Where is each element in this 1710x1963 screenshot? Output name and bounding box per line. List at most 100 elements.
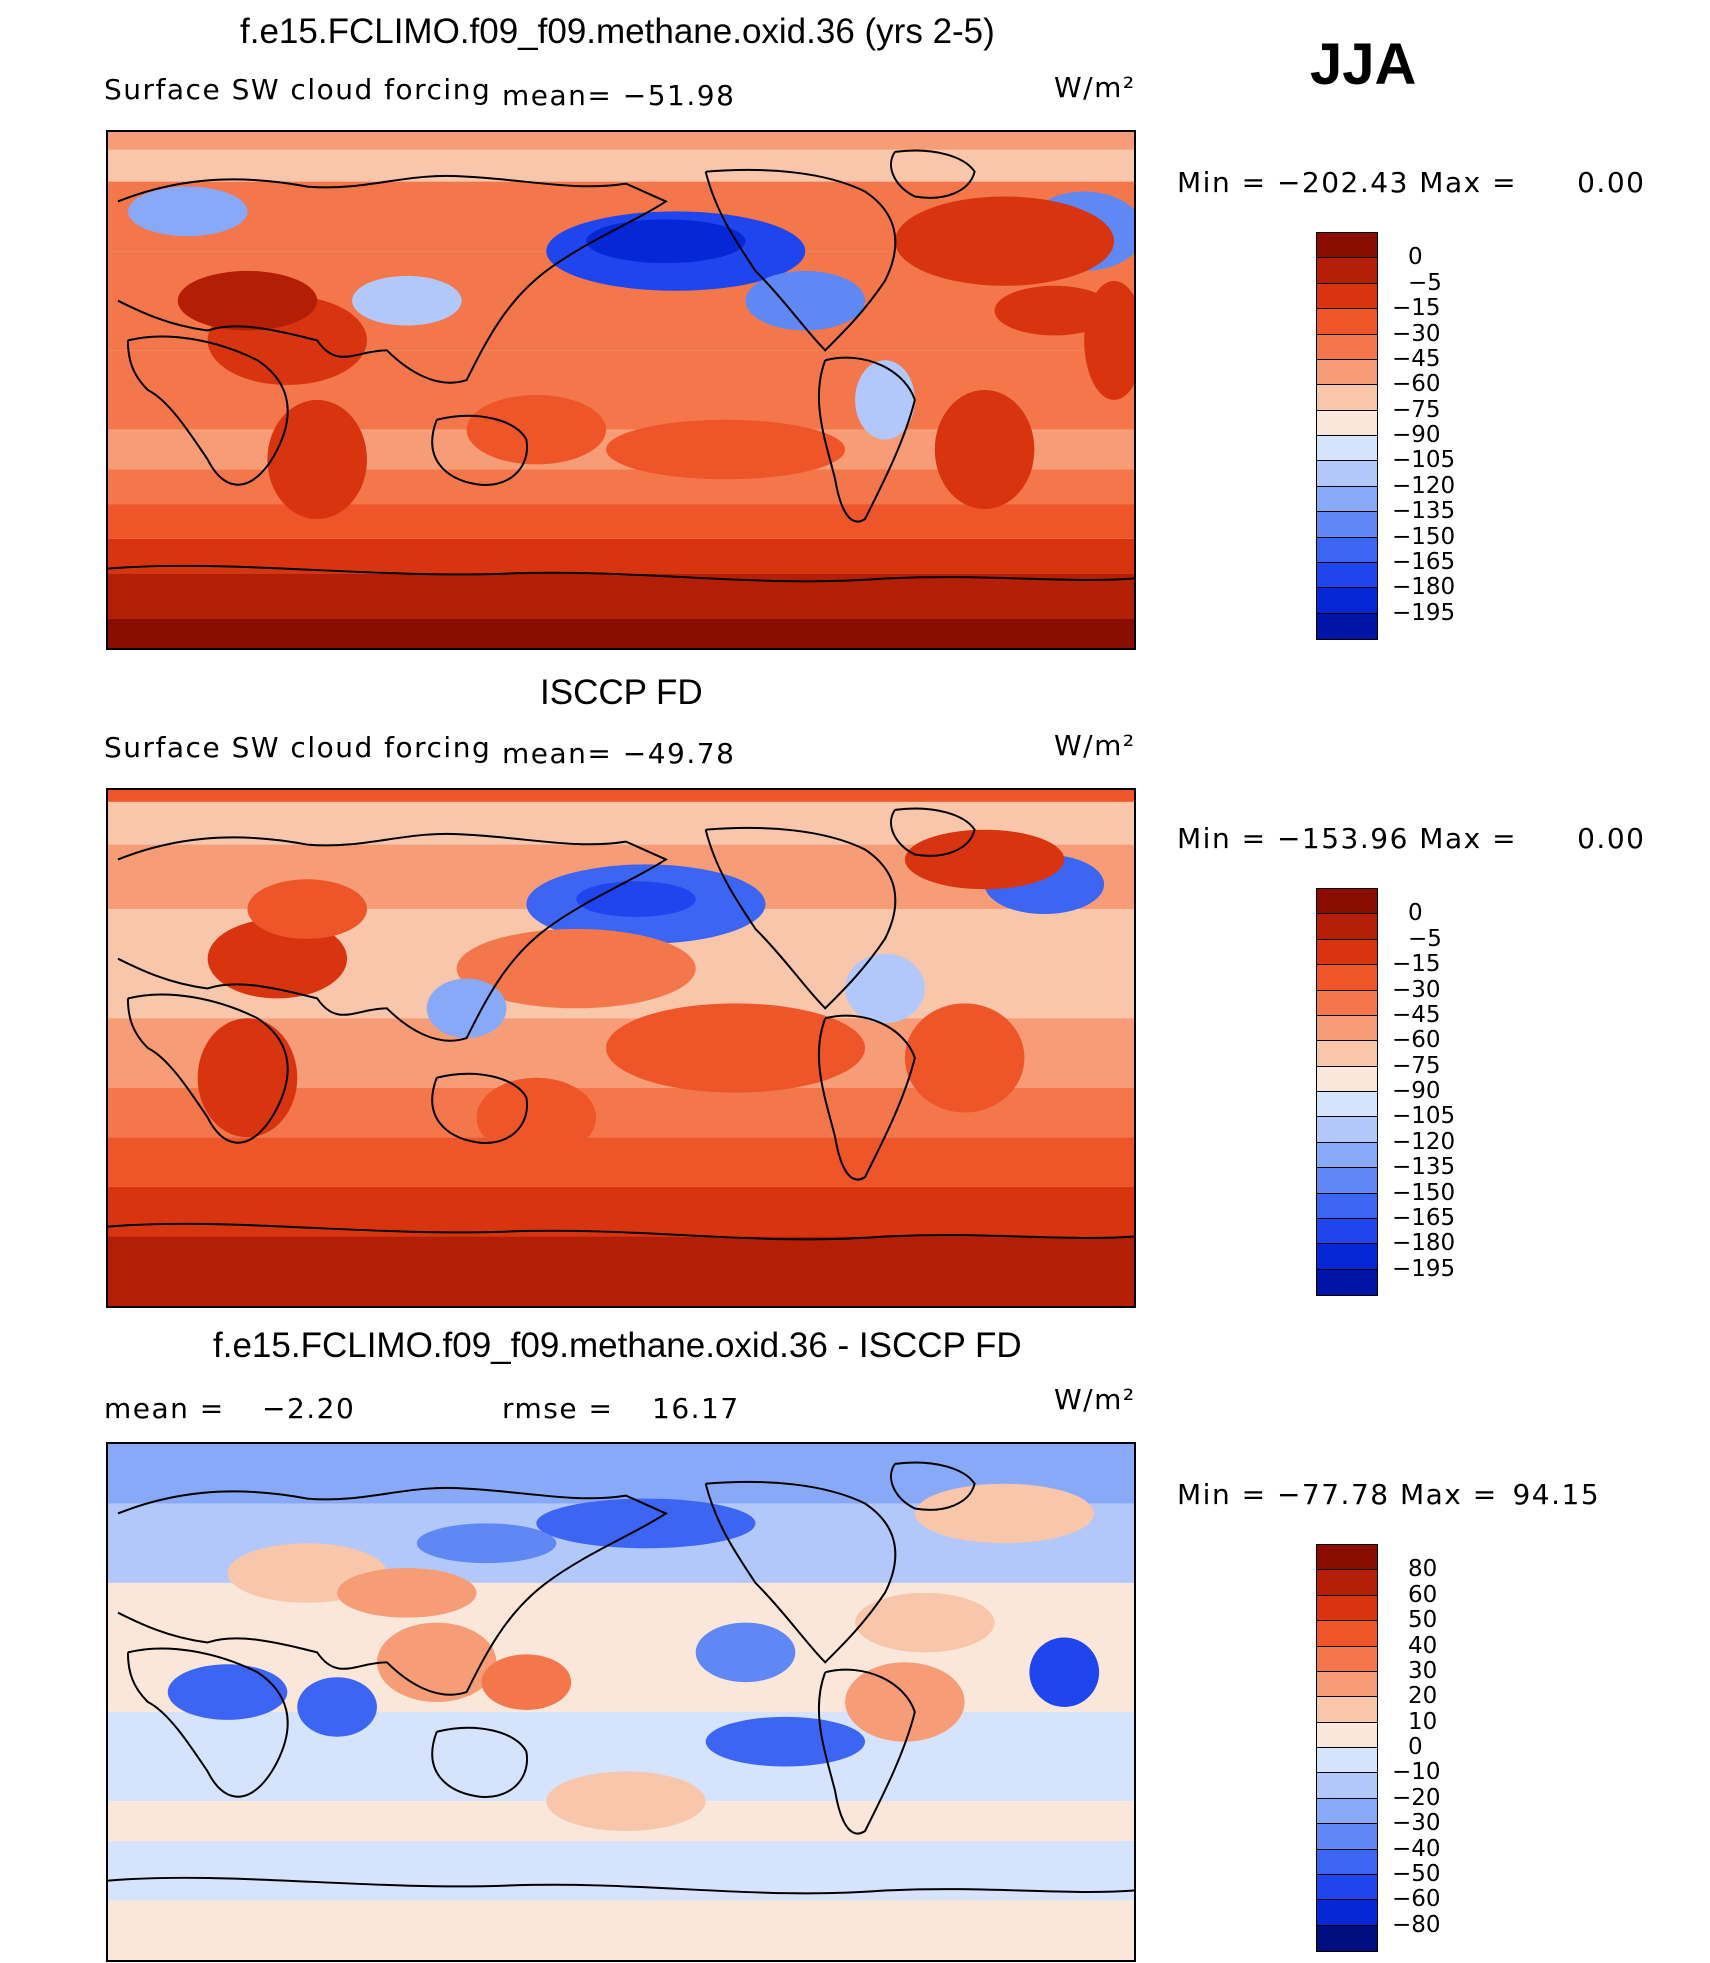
colorbar-swatch [1317, 1066, 1377, 1092]
panel3-max-label: Max [1399, 1478, 1463, 1511]
colorbar-swatch [1317, 1874, 1377, 1901]
coastline [108, 1222, 1134, 1241]
panel3-minmax: Min = −77.78 Max = 94.15 [1177, 1478, 1601, 1511]
colorbar-tick-label: −120 [1392, 1128, 1456, 1155]
contour-region [476, 1077, 597, 1158]
colorbar-swatch [1317, 410, 1377, 436]
coastline [704, 168, 897, 352]
coastline [890, 1461, 976, 1511]
coastline [704, 1480, 897, 1664]
contour-region [845, 1662, 965, 1742]
colorbar-swatch [1317, 1545, 1377, 1571]
contour-region [177, 270, 318, 331]
colorbar-swatch [1317, 309, 1377, 335]
colorbar-swatch [1317, 1041, 1377, 1067]
contour-region [586, 219, 746, 263]
colorbar-tick-label: 0 [1408, 900, 1423, 927]
colorbar-tick-label: −5 [1408, 925, 1442, 952]
colorbar-tick-label: −30 [1392, 976, 1441, 1003]
colorbar-swatch [1317, 1269, 1377, 1295]
colorbar-swatch [1317, 537, 1377, 563]
colorbar-tick-label: −135 [1392, 1154, 1456, 1181]
contour-region [914, 1483, 1095, 1544]
colorbar-swatch [1317, 1168, 1377, 1194]
colorbar-swatch [1317, 1142, 1377, 1169]
coastline [704, 826, 897, 1010]
colorbar-tick-label: −90 [1392, 1078, 1441, 1104]
colorbar-swatch [1317, 1697, 1377, 1723]
colorbar-tick-label: 60 [1408, 1581, 1438, 1608]
colorbar-swatch [1317, 1193, 1377, 1219]
colorbar-tick-label: −75 [1392, 396, 1441, 423]
contour-region [337, 1568, 477, 1618]
panel1-variable: Surface SW cloud forcing [104, 73, 492, 106]
contour-region [481, 1654, 572, 1710]
contour-region [576, 881, 696, 918]
panel3-min-label: Min [1177, 1478, 1232, 1511]
colorbar-tick-label: −165 [1392, 548, 1456, 575]
colorbar-swatch [1317, 1824, 1377, 1850]
panel2-variable: Surface SW cloud forcing [104, 731, 492, 764]
contour-region [426, 978, 507, 1039]
panel2-units: W/m² [1054, 729, 1136, 762]
coastline [126, 1647, 289, 1798]
colorbar-swatch [1317, 258, 1377, 284]
colorbar-swatch [1317, 990, 1377, 1016]
panel3-map [106, 1442, 1136, 1962]
contour-region [247, 879, 367, 939]
coastline [108, 1876, 1134, 1895]
colorbar-swatch [1317, 1218, 1377, 1245]
contour-band [108, 149, 1134, 182]
coastline [817, 356, 916, 523]
panel1-min-value: −202.43 [1276, 166, 1409, 199]
contour-region [904, 1003, 1025, 1113]
contour-region [845, 953, 925, 1024]
colorbar-swatch [1317, 1646, 1377, 1672]
colorbar-tick-label: −75 [1392, 1052, 1441, 1079]
colorbar-swatch [1317, 613, 1377, 639]
coastline [817, 1668, 916, 1835]
contour-region [606, 419, 846, 480]
panel1-max-value: 0.00 [1577, 166, 1646, 199]
colorbar-swatch [1317, 1570, 1377, 1596]
colorbar-tick-label: −105 [1392, 447, 1456, 474]
colorbar-tick-label: −45 [1392, 1001, 1441, 1028]
coastline [890, 807, 976, 857]
panel1-min-label: Min [1177, 166, 1232, 199]
colorbar-swatch [1317, 1773, 1377, 1799]
coastline [126, 335, 289, 486]
coastline [117, 832, 668, 1042]
panel1-max-label: Max [1419, 166, 1482, 199]
colorbar-tick-label: −120 [1392, 472, 1456, 499]
contour-band [108, 1900, 1134, 1960]
colorbar-swatch [1317, 334, 1377, 360]
contour-band [108, 1840, 1134, 1901]
colorbar-swatch [1317, 1621, 1377, 1647]
contour-band [108, 618, 1134, 648]
panel1-colorbar [1316, 232, 1378, 640]
colorbar-swatch [1317, 1671, 1377, 1698]
contour-region [855, 360, 915, 440]
panel3-max-value: 94.15 [1512, 1478, 1601, 1511]
colorbar-tick-label: −60 [1392, 371, 1441, 398]
contour-region [416, 1523, 557, 1564]
colorbar-swatch [1317, 461, 1377, 487]
colorbar-tick-label: −80 [1392, 1911, 1441, 1938]
panel2-title: ISCCP FD [540, 673, 703, 712]
contour-region [695, 1622, 796, 1683]
panel3-units: W/m² [1054, 1383, 1136, 1416]
colorbar-tick-label: −195 [1392, 1255, 1456, 1282]
colorbar-tick-label: −45 [1392, 345, 1441, 372]
colorbar-swatch [1317, 1117, 1377, 1143]
panel3-rmse-value: 16.17 [652, 1392, 740, 1425]
colorbar-tick-label: 20 [1408, 1683, 1438, 1710]
colorbar-tick-label: −150 [1392, 523, 1456, 550]
panel1-units: W/m² [1054, 71, 1136, 104]
panel1-title: f.e15.FCLIMO.f09_f09.methane.oxid.36 (yr… [240, 12, 995, 51]
panel1-contour-map [108, 132, 1134, 648]
coastline [431, 414, 528, 487]
contour-region [297, 1677, 377, 1737]
colorbar-swatch [1317, 359, 1377, 386]
colorbar-tick-label: −135 [1392, 498, 1456, 525]
contour-region [456, 928, 696, 1009]
